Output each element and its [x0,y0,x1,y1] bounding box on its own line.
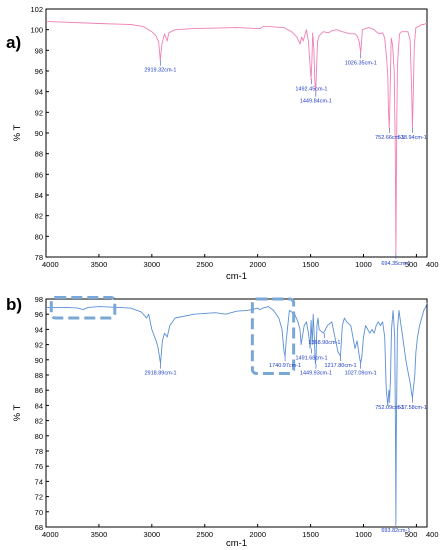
x-tick-label: 500 [405,530,418,539]
peak-annotation: 694.35cm-1 [381,261,410,267]
x-tick-label: 2500 [196,260,213,269]
peak-annotation: 1740.97cm-1 [269,363,301,369]
plot-frame [45,8,428,258]
y-tick-label: 74 [35,477,43,486]
y-tick-label: 76 [35,462,43,471]
y-axis-label: % T [12,404,23,421]
x-tick-label: 2000 [249,530,266,539]
x-tick-label: 1500 [302,530,319,539]
highlight-box [49,295,117,320]
y-tick-label: 96 [35,67,43,76]
chart-panel-a: a) 78 80 82 84 86 88 90 92 94 96 98 100 102 4000 3500 30… [6,5,439,282]
panel-label: a) [6,33,21,52]
y-tick-label: 98 [35,46,43,55]
y-tick-label: 88 [35,371,43,380]
x-tick-label: 3500 [91,260,108,269]
y-tick-label: 82 [35,212,43,221]
y-tick-label: 92 [35,108,43,117]
y-tick-label: 94 [35,88,43,97]
x-tick-label: 3500 [91,530,108,539]
x-tick-label: 2500 [196,530,213,539]
y-tick-label: 80 [35,432,43,441]
x-tick-label: 400 [426,530,439,539]
y-tick-label: 78 [35,253,43,262]
y-tick-label: 94 [35,325,43,334]
x-tick-label: 2000 [249,260,266,269]
y-tick-label: 98 [35,295,43,304]
peak-annotation: 1449.84cm-1 [300,99,332,105]
spectrum-line [45,20,427,255]
x-tick-label: 4000 [42,530,59,539]
y-tick-label: 90 [35,129,43,138]
y-tick-label: 88 [35,150,43,159]
peak-annotation: 1217.80cm-1 [324,363,356,369]
y-axis-label: % T [12,124,23,141]
x-tick-label: 3000 [143,530,160,539]
peak-annotation: 752.66cm-1 [375,135,404,141]
y-tick-label: 86 [35,386,43,395]
y-tick-label: 84 [35,191,43,200]
peak-annotation: 1368.90cm-1 [308,340,340,346]
peak-annotation: 2919.32cm-1 [144,68,176,74]
peak-annotation: 1027.09cm-1 [345,371,377,377]
y-tick-label: 90 [35,356,43,365]
x-axis-label: cm-1 [226,538,247,549]
chart-panel-b: b) 68 70 72 74 76 78 80 82 84 86 88 90 92 94 96 98 4000 35… [6,295,439,549]
y-tick-label: 82 [35,417,43,426]
peak-annotation: 538.94cm-1 [398,135,427,141]
y-tick-label: 70 [35,508,43,517]
x-tick-label: 4000 [42,260,59,269]
y-tick-label: 100 [30,26,43,35]
x-tick-label: 3000 [143,260,160,269]
x-tick-label: 1000 [355,260,372,269]
y-tick-label: 72 [35,493,43,502]
spectrum-line [46,302,428,522]
peak-annotation: 1492.45cm-1 [295,86,327,92]
y-tick-label: 78 [35,447,43,456]
x-tick-label: 1500 [302,260,319,269]
highlight-box [250,297,296,375]
peak-annotation: 752.09cm-1 [375,405,404,411]
plot-frame [45,298,428,528]
x-tick-label: 400 [426,260,439,269]
y-tick-label: 96 [35,310,43,319]
peak-annotation: 1491.68cm-1 [295,355,327,361]
peak-annotation: 2918.89cm-1 [144,371,176,377]
y-tick-label: 80 [35,232,43,241]
x-tick-label: 500 [405,260,418,269]
peak-annotation: 693.82cm-1 [381,528,410,534]
y-tick-label: 86 [35,170,43,179]
y-tick-label: 68 [35,523,43,532]
y-tick-label: 102 [30,5,43,14]
y-tick-label: 92 [35,341,43,350]
panel-label: b) [6,295,22,314]
y-tick-label: 84 [35,401,43,410]
peak-annotation: 537.58cm-1 [398,405,427,411]
peak-annotation: 1449.93cm-1 [300,371,332,377]
x-tick-label: 1000 [355,530,372,539]
peak-annotation: 1026.35cm-1 [345,60,377,66]
x-axis-label: cm-1 [226,271,247,282]
